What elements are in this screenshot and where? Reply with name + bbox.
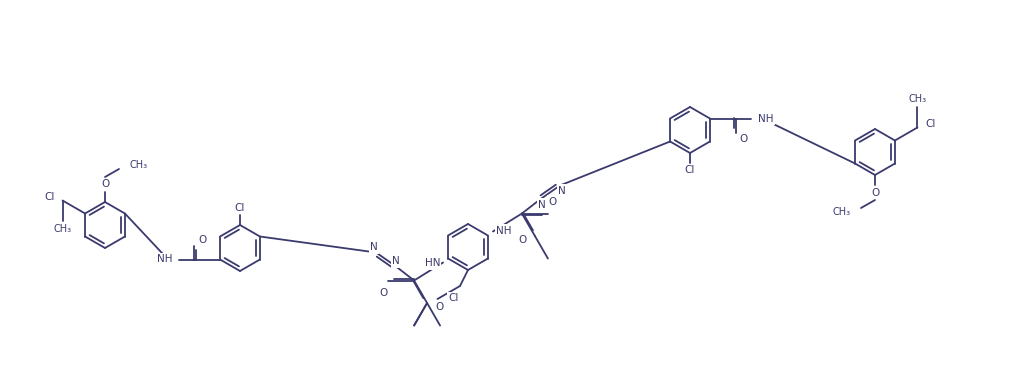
Text: Cl: Cl [235, 203, 245, 213]
Text: O: O [379, 288, 387, 298]
Text: O: O [435, 302, 443, 312]
Text: Cl: Cl [925, 119, 935, 128]
Text: CH₃: CH₃ [129, 160, 147, 170]
Text: O: O [740, 134, 748, 144]
Text: O: O [198, 234, 206, 244]
Text: O: O [519, 235, 527, 245]
Text: Cl: Cl [44, 192, 55, 202]
Text: Cl: Cl [685, 165, 696, 175]
Text: N: N [558, 186, 566, 196]
Text: O: O [871, 188, 879, 198]
Text: O: O [548, 196, 557, 206]
Text: NH: NH [496, 225, 511, 235]
Text: HN: HN [425, 259, 440, 269]
Text: CH₃: CH₃ [909, 94, 926, 104]
Text: N: N [370, 243, 378, 253]
Text: O: O [101, 179, 109, 189]
Text: N: N [392, 257, 400, 266]
Text: CH₃: CH₃ [832, 207, 851, 217]
Text: NH: NH [758, 113, 774, 124]
Text: CH₃: CH₃ [54, 224, 72, 234]
Text: Cl: Cl [449, 293, 459, 303]
Text: NH: NH [156, 254, 172, 264]
Text: N: N [538, 199, 545, 209]
